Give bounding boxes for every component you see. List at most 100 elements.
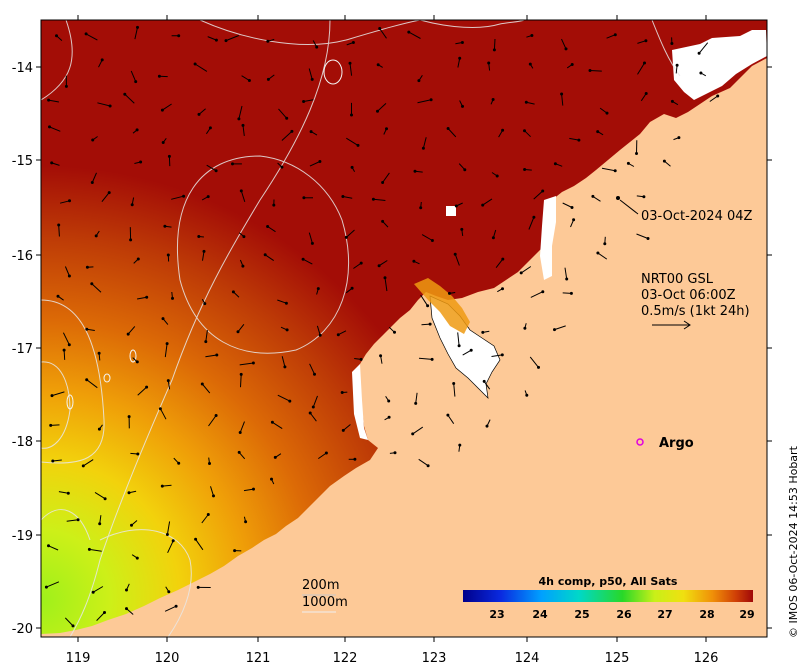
current-vector-head — [51, 459, 55, 463]
current-vector — [94, 491, 106, 500]
current-vector-head — [336, 333, 340, 337]
current-vector-head — [376, 63, 380, 67]
current-vector — [698, 42, 709, 54]
current-scale-arrow — [652, 320, 691, 330]
current-vector-head — [626, 161, 630, 165]
current-vector — [48, 99, 59, 103]
current-vector-head — [266, 225, 270, 228]
current-vector-head — [158, 407, 162, 411]
current-vector-head — [103, 611, 106, 614]
current-vector — [194, 63, 208, 72]
timestamp-label: 03-Oct-2024 04Z — [641, 209, 753, 224]
current-vector-head — [591, 194, 595, 198]
current-vector-head — [452, 382, 456, 385]
x-tick-label: 120 — [155, 651, 180, 666]
current-vector — [239, 362, 254, 366]
current-vector-head — [231, 162, 234, 166]
current-vector-head — [448, 291, 451, 295]
current-vector-head — [212, 494, 215, 498]
current-vector — [597, 252, 608, 260]
current-vector-head — [430, 357, 434, 361]
current-vector — [52, 459, 62, 462]
current-vector-head — [238, 431, 242, 434]
current-vector-head — [71, 624, 75, 628]
current-vector — [49, 126, 61, 132]
current-vector-head — [379, 354, 383, 358]
current-vector-head — [426, 304, 430, 308]
current-vector — [482, 198, 493, 206]
y-tick-label: -16 — [12, 249, 33, 264]
current-vector-head — [596, 251, 600, 255]
current-vector-head — [206, 513, 210, 516]
current-vector — [606, 34, 616, 39]
current-vector-head — [244, 520, 248, 524]
plot-frame — [40, 19, 768, 638]
y-tick-label: -19 — [12, 529, 33, 544]
colorbar-tick: 23 — [489, 608, 504, 621]
current-vector-head — [501, 287, 504, 291]
current-vector-head — [47, 98, 51, 102]
current-vector-head — [215, 353, 219, 357]
current-vector — [58, 491, 69, 494]
current-vector-head — [203, 302, 207, 306]
current-vector-head — [266, 77, 270, 81]
current-vector-head — [353, 457, 357, 461]
current-vector-head — [565, 277, 569, 281]
current-vector-head — [94, 234, 98, 238]
colorbar-tick: 25 — [574, 608, 589, 621]
current-vector-head — [160, 108, 164, 112]
current-vector-head — [90, 181, 94, 184]
current-vector-head — [716, 94, 720, 98]
current-vector-head — [318, 333, 322, 337]
current-vector — [384, 277, 388, 292]
current-vector-head — [524, 100, 528, 104]
current-vector-head — [699, 71, 703, 75]
current-vector — [86, 379, 98, 389]
current-vector — [92, 586, 104, 593]
current-vector — [278, 108, 288, 119]
current-vector-head — [541, 189, 545, 193]
current-vector — [166, 521, 171, 535]
current-vector-head — [523, 168, 527, 171]
current-vector-head — [613, 169, 617, 173]
current-vector — [709, 95, 718, 102]
current-vector-head — [84, 32, 88, 36]
current-vector-head — [197, 235, 201, 238]
current-vector-head — [495, 174, 499, 178]
current-vector-head — [302, 196, 306, 200]
current-vector-head — [603, 242, 607, 246]
current-vector — [309, 161, 321, 167]
current-vector-head — [613, 33, 617, 37]
current-vector-head — [136, 257, 140, 261]
current-vector — [637, 62, 645, 75]
contour-1000-label: 1000m — [302, 595, 348, 610]
current-vector — [589, 70, 602, 72]
current-vector-head — [643, 61, 646, 65]
current-vector-head — [642, 195, 646, 199]
current-vector — [46, 581, 60, 588]
current-vector — [240, 190, 246, 203]
current-vector-head — [302, 100, 306, 103]
current-vector — [353, 262, 362, 269]
current-vector — [342, 196, 353, 199]
bathymetry-contours — [41, 20, 681, 637]
current-vector — [195, 539, 204, 551]
current-vector-head — [200, 382, 204, 386]
current-vector — [454, 254, 460, 266]
current-vector-head — [553, 162, 557, 166]
current-vector-head — [537, 365, 540, 369]
current-vector-head — [67, 274, 71, 278]
current-vector-head — [177, 461, 181, 465]
current-vector — [264, 254, 274, 262]
current-vector — [420, 294, 429, 307]
current-vector-head — [414, 401, 418, 405]
current-vector — [124, 93, 135, 104]
current-vector-head — [429, 98, 433, 102]
current-vector-head — [662, 159, 666, 163]
current-vector-head — [570, 206, 574, 209]
current-vector-head — [283, 365, 287, 369]
current-vector-head — [85, 265, 89, 269]
current-vector — [240, 374, 242, 388]
current-vector-head — [68, 199, 71, 203]
